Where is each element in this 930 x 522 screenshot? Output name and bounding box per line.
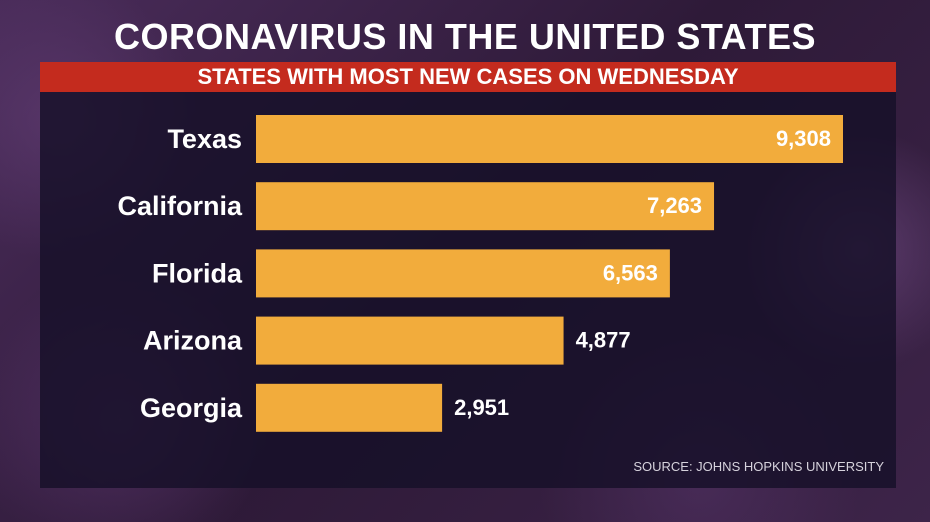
value-label-arizona: 4,877 bbox=[576, 328, 631, 353]
category-label-florida: Florida bbox=[152, 258, 243, 288]
bar-california bbox=[256, 182, 715, 231]
chart-subtitle: STATES WITH MOST NEW CASES ON WEDNESDAY bbox=[197, 64, 739, 89]
category-label-arizona: Arizona bbox=[143, 326, 243, 356]
bar-georgia bbox=[256, 383, 443, 432]
category-label-texas: Texas bbox=[167, 124, 242, 154]
value-label-florida: 6,563 bbox=[603, 260, 658, 285]
bar-texas bbox=[256, 115, 843, 163]
source-credit: SOURCE: JOHNS HOPKINS UNIVERSITY bbox=[633, 459, 884, 474]
subtitle-banner bbox=[40, 62, 896, 92]
bar-florida bbox=[256, 249, 670, 298]
value-label-california: 7,263 bbox=[647, 193, 702, 218]
category-label-georgia: Georgia bbox=[140, 393, 243, 423]
chart-title: CORONAVIRUS IN THE UNITED STATES bbox=[113, 16, 817, 57]
bar-arizona bbox=[256, 316, 564, 365]
value-label-georgia: 2,951 bbox=[454, 395, 509, 420]
value-label-texas: 9,308 bbox=[776, 126, 831, 151]
category-label-california: California bbox=[117, 191, 243, 221]
